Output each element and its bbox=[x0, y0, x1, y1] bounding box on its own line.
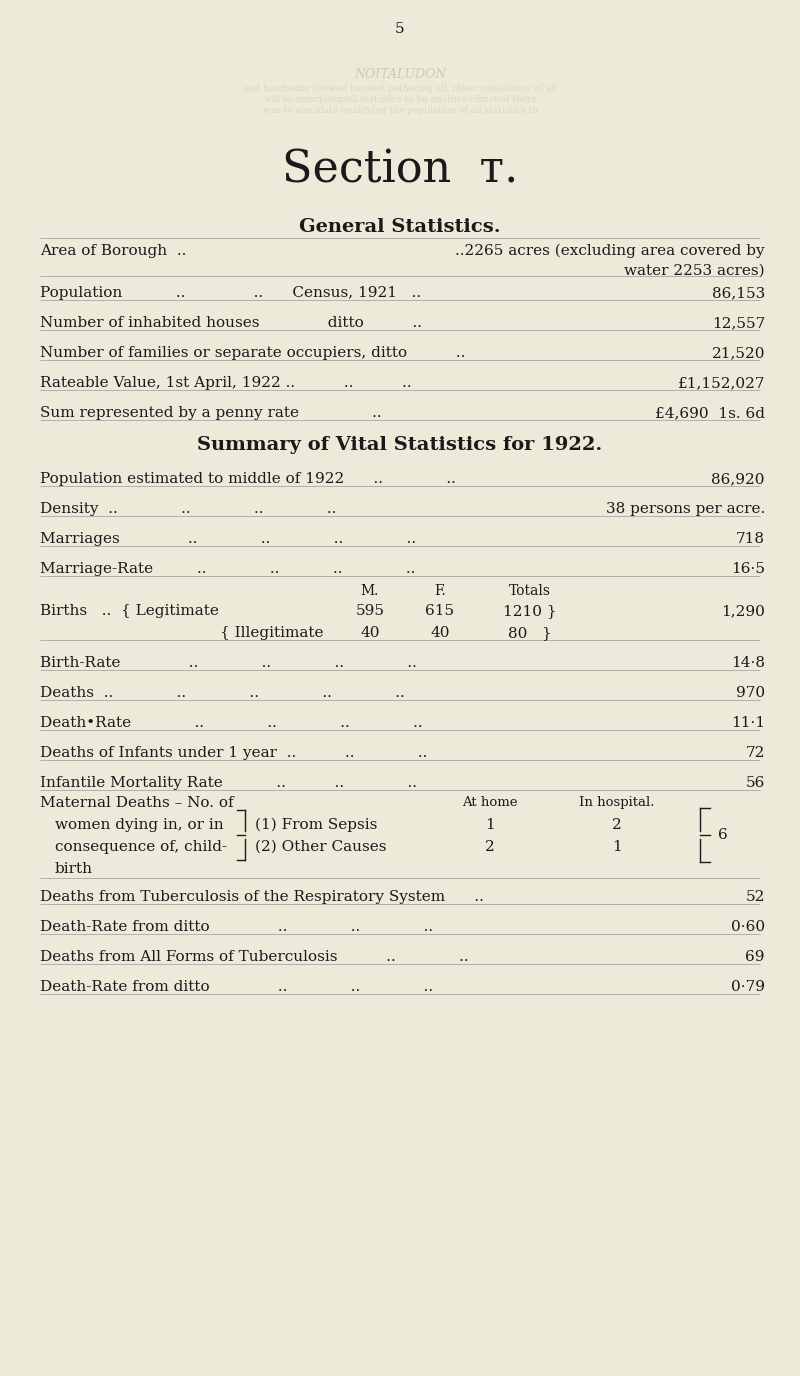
Text: 2: 2 bbox=[485, 839, 495, 854]
Text: £4,690  1s. 6d: £4,690 1s. 6d bbox=[655, 406, 765, 420]
Text: Number of families or separate occupiers, ditto          ..: Number of families or separate occupiers… bbox=[40, 345, 466, 361]
Text: 1,290: 1,290 bbox=[721, 604, 765, 618]
Text: 52: 52 bbox=[746, 890, 765, 904]
Text: Death•Rate             ..             ..             ..             ..: Death•Rate .. .. .. .. bbox=[40, 716, 422, 731]
Text: 12,557: 12,557 bbox=[712, 316, 765, 330]
Text: 595: 595 bbox=[355, 604, 385, 618]
Text: Summary of Vital Statistics for 1922.: Summary of Vital Statistics for 1922. bbox=[198, 436, 602, 454]
Text: At home: At home bbox=[462, 795, 518, 809]
Text: 1210 }: 1210 } bbox=[503, 604, 557, 618]
Text: 2: 2 bbox=[612, 817, 622, 832]
Text: Density  ..             ..             ..             ..: Density .. .. .. .. bbox=[40, 502, 336, 516]
Text: 56: 56 bbox=[746, 776, 765, 790]
Text: Deaths from All Forms of Tuberculosis          ..             ..: Deaths from All Forms of Tuberculosis ..… bbox=[40, 949, 469, 965]
Text: will to emorposquell statistics to be another climated there: will to emorposquell statistics to be an… bbox=[263, 95, 537, 105]
Text: Population estimated to middle of 1922      ..             ..: Population estimated to middle of 1922 .… bbox=[40, 472, 456, 486]
Text: 1: 1 bbox=[485, 817, 495, 832]
Text: 80   }: 80 } bbox=[508, 626, 552, 640]
Text: (1) From Sepsis: (1) From Sepsis bbox=[255, 817, 378, 832]
Text: F.: F. bbox=[434, 583, 446, 599]
Text: Totals: Totals bbox=[509, 583, 551, 599]
Text: Births   ..  { Legitimate: Births .. { Legitimate bbox=[40, 604, 219, 618]
Text: 1: 1 bbox=[612, 839, 622, 854]
Text: Deaths from Tuberculosis of the Respiratory System      ..: Deaths from Tuberculosis of the Respirat… bbox=[40, 890, 484, 904]
Text: Marriages              ..             ..             ..             ..: Marriages .. .. .. .. bbox=[40, 533, 416, 546]
Text: 615: 615 bbox=[426, 604, 454, 618]
Text: 86,153: 86,153 bbox=[712, 286, 765, 300]
Text: (2) Other Causes: (2) Other Causes bbox=[255, 839, 386, 854]
Text: 14·8: 14·8 bbox=[731, 656, 765, 670]
Text: 72: 72 bbox=[746, 746, 765, 760]
Text: Area of Borough  ..: Area of Borough .. bbox=[40, 244, 186, 259]
Text: Number of inhabited houses              ditto          ..: Number of inhabited houses ditto .. bbox=[40, 316, 422, 330]
Text: £1,152,027: £1,152,027 bbox=[678, 376, 765, 389]
Text: M.: M. bbox=[361, 583, 379, 599]
Text: and handsome brewed hardest pathering all, other consilience of all: and handsome brewed hardest pathering al… bbox=[243, 84, 557, 94]
Text: Population           ..              ..      Census, 1921   ..: Population .. .. Census, 1921 .. bbox=[40, 286, 421, 300]
Text: Deaths of Infants under 1 year  ..          ..             ..: Deaths of Infants under 1 year .. .. .. bbox=[40, 746, 427, 760]
Text: NOITALUDON: NOITALUDON bbox=[354, 67, 446, 81]
Text: In hospital.: In hospital. bbox=[579, 795, 654, 809]
Text: water 2253 acres): water 2253 acres) bbox=[624, 264, 765, 278]
Text: 5: 5 bbox=[395, 22, 405, 36]
Text: Death-Rate from ditto              ..             ..             ..: Death-Rate from ditto .. .. .. bbox=[40, 921, 433, 934]
Text: 6: 6 bbox=[718, 828, 728, 842]
Text: 86,920: 86,920 bbox=[711, 472, 765, 486]
Text: { Illegitimate: { Illegitimate bbox=[220, 626, 323, 640]
Text: 718: 718 bbox=[736, 533, 765, 546]
Text: Marriage-Rate         ..             ..           ..             ..: Marriage-Rate .. .. .. .. bbox=[40, 561, 415, 577]
Text: birth: birth bbox=[55, 861, 93, 877]
Text: Section  ᴛ.: Section ᴛ. bbox=[282, 149, 518, 191]
Text: Infantile Mortality Rate           ..          ..             ..: Infantile Mortality Rate .. .. .. bbox=[40, 776, 417, 790]
Text: was to elucidate qualifying the population of all statistics to: was to elucidate qualifying the populati… bbox=[262, 106, 538, 116]
Text: 0·79: 0·79 bbox=[731, 980, 765, 993]
Text: Sum represented by a penny rate               ..: Sum represented by a penny rate .. bbox=[40, 406, 382, 420]
Text: Death-Rate from ditto              ..             ..             ..: Death-Rate from ditto .. .. .. bbox=[40, 980, 433, 993]
Text: General Statistics.: General Statistics. bbox=[299, 217, 501, 237]
Text: Birth-Rate              ..             ..             ..             ..: Birth-Rate .. .. .. .. bbox=[40, 656, 417, 670]
Text: ..2265 acres (excluding area covered by: ..2265 acres (excluding area covered by bbox=[455, 244, 765, 259]
Text: consequence of, child-: consequence of, child- bbox=[55, 839, 227, 854]
Text: 21,520: 21,520 bbox=[711, 345, 765, 361]
Text: 16·5: 16·5 bbox=[731, 561, 765, 577]
Text: Maternal Deaths – No. of: Maternal Deaths – No. of bbox=[40, 795, 234, 810]
Text: 38 persons per acre.: 38 persons per acre. bbox=[606, 502, 765, 516]
Text: 0·60: 0·60 bbox=[731, 921, 765, 934]
Text: Rateable Value, 1st April, 1922 ..          ..          ..: Rateable Value, 1st April, 1922 .. .. .. bbox=[40, 376, 412, 389]
Text: 40: 40 bbox=[360, 626, 380, 640]
Text: women dying in, or in: women dying in, or in bbox=[55, 817, 224, 832]
Text: Deaths  ..             ..             ..             ..             ..: Deaths .. .. .. .. .. bbox=[40, 687, 405, 700]
Text: 11·1: 11·1 bbox=[731, 716, 765, 731]
Text: 69: 69 bbox=[746, 949, 765, 965]
Text: 970: 970 bbox=[736, 687, 765, 700]
Text: 40: 40 bbox=[430, 626, 450, 640]
